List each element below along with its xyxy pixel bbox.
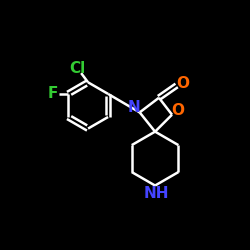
Text: N: N xyxy=(128,100,141,114)
Text: O: O xyxy=(172,103,185,118)
Text: Cl: Cl xyxy=(69,61,86,76)
Text: NH: NH xyxy=(144,186,169,201)
Text: F: F xyxy=(48,86,58,102)
Text: O: O xyxy=(176,76,189,91)
